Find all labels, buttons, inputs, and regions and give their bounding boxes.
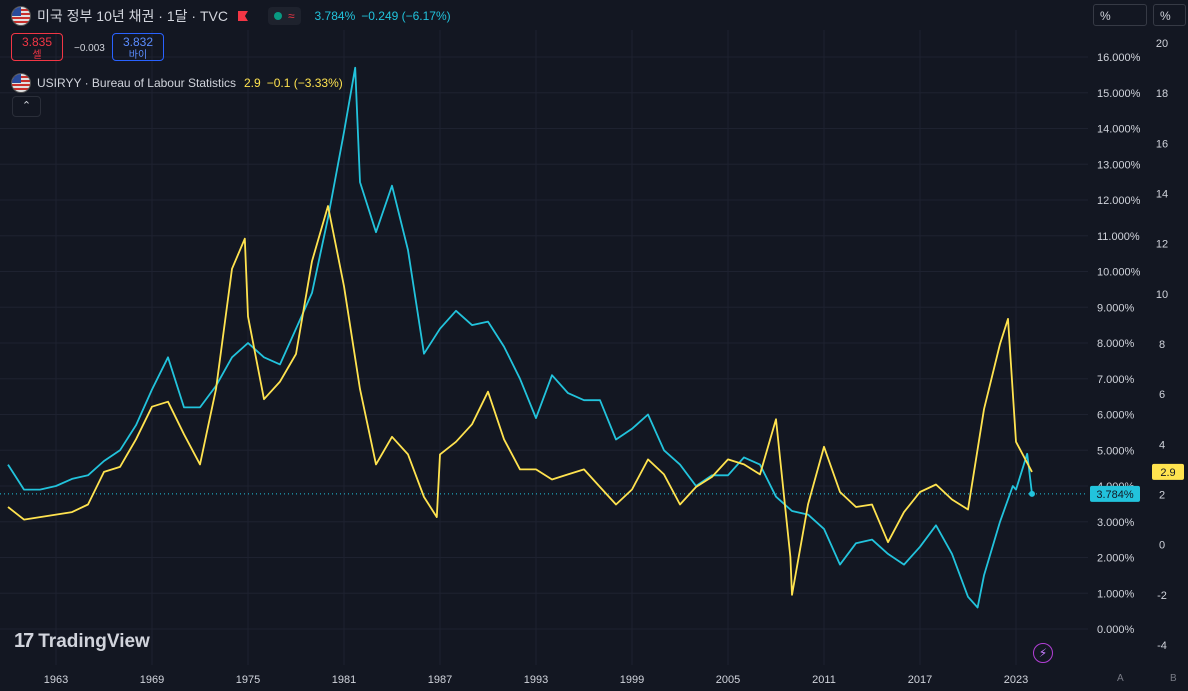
left-axis-tick-label: 13.000% bbox=[1097, 159, 1141, 171]
grid-lines bbox=[0, 30, 1088, 665]
right-axis-tick-label: 10 bbox=[1156, 289, 1168, 301]
main-change: −0.249 (−6.17%) bbox=[361, 9, 451, 23]
right-axis-tick-label: -2 bbox=[1157, 590, 1167, 602]
sell-button[interactable]: 3.835 셀 bbox=[11, 33, 63, 61]
flag-marker-icon[interactable] bbox=[237, 11, 248, 21]
x-axis-tick-label: 1999 bbox=[620, 674, 644, 686]
left-axis-tick-label: 6.000% bbox=[1097, 410, 1135, 422]
main-last-value: 3.784% bbox=[314, 9, 356, 23]
right-axis-tick-label: 8 bbox=[1159, 339, 1165, 351]
secondary-value: 2.9 bbox=[244, 76, 261, 90]
cpi-tag: 2.9 bbox=[1160, 467, 1175, 479]
left-axis-tick-label: 12.000% bbox=[1097, 195, 1141, 207]
left-scale-unit: % bbox=[1100, 9, 1111, 23]
right-value-axis[interactable]: -4 -2 0 2 4 6 8 10 12 14 16 18 20 bbox=[1156, 38, 1168, 652]
buy-button[interactable]: 3.832 바이 bbox=[112, 33, 164, 61]
cpi-tag-bg bbox=[1152, 463, 1184, 480]
left-scale-unit-button[interactable]: % bbox=[1093, 4, 1147, 26]
last-point-marker bbox=[1029, 490, 1035, 497]
x-axis-tick-label: 2017 bbox=[908, 674, 932, 686]
main-legend[interactable]: 미국 정부 10년 채권 · 1달 · TVC ≈ 3.784% −0.249 … bbox=[11, 6, 451, 26]
left-axis-tick-label: 16.000% bbox=[1097, 52, 1141, 64]
right-axis-tick-label: 16 bbox=[1156, 138, 1168, 150]
us-flag-icon bbox=[11, 6, 31, 26]
right-axis-tick-label: -4 bbox=[1157, 640, 1167, 652]
logo-mark: 17 bbox=[14, 630, 34, 652]
log-scale-toggle[interactable]: B bbox=[1170, 673, 1177, 684]
right-axis-tick-label: 20 bbox=[1156, 38, 1168, 50]
x-axis-tick-label: 1987 bbox=[428, 674, 452, 686]
left-axis-tick-label: 10.000% bbox=[1097, 267, 1141, 279]
last-price-tag: 3.784% bbox=[1096, 489, 1134, 501]
x-axis-tick-label: 1963 bbox=[44, 674, 68, 686]
x-axis-tick-label: 1975 bbox=[236, 674, 260, 686]
us-flag-icon bbox=[11, 73, 31, 93]
x-axis-tick-label: 1969 bbox=[140, 674, 164, 686]
buy-label: 바이 bbox=[128, 50, 148, 61]
right-axis-tick-label: 12 bbox=[1156, 239, 1168, 251]
left-axis-tick-label: 3.000% bbox=[1097, 517, 1135, 529]
spread-value: −0.003 bbox=[74, 43, 105, 54]
right-axis-tick-label: 18 bbox=[1156, 88, 1168, 100]
auto-scale-toggle[interactable]: A bbox=[1117, 673, 1124, 684]
left-axis-tick-label: 15.000% bbox=[1097, 88, 1141, 100]
sell-label: 셀 bbox=[32, 50, 42, 61]
series-line-cpi bbox=[7, 205, 1033, 596]
right-axis-tick-label: 4 bbox=[1159, 439, 1165, 451]
left-axis-tick-label: 2.000% bbox=[1097, 553, 1135, 565]
left-axis-tick-label: 14.000% bbox=[1097, 124, 1141, 136]
left-axis-tick-label: 8.000% bbox=[1097, 338, 1135, 350]
left-axis-tick-label: 9.000% bbox=[1097, 302, 1135, 314]
time-axis[interactable]: 1963 1969 1975 1981 1987 1993 1999 2005 2011 2017… bbox=[44, 674, 1028, 686]
left-price-axis[interactable]: 0.000%1.000%2.000%3.000%4.000%5.000%6.00… bbox=[1097, 52, 1141, 636]
secondary-symbol-title[interactable]: USIRYY · Bureau of Labour Statistics bbox=[37, 76, 236, 90]
right-axis-tick-label: 0 bbox=[1159, 540, 1165, 552]
wave-icon: ≈ bbox=[287, 9, 295, 23]
logo-name: TradingView bbox=[38, 630, 150, 652]
chevron-up-icon: ⌃ bbox=[21, 100, 32, 112]
x-axis-tick-label: 2023 bbox=[1004, 674, 1028, 686]
right-scale-unit-button[interactable]: % bbox=[1153, 4, 1186, 26]
market-open-icon bbox=[273, 12, 282, 20]
buy-value: 3.832 bbox=[122, 35, 154, 49]
x-axis-tick-label: 1993 bbox=[524, 674, 548, 686]
left-axis-tick-label: 5.000% bbox=[1097, 445, 1135, 457]
right-axis-tick-label: 14 bbox=[1156, 189, 1168, 201]
secondary-change: −0.1 (−3.33%) bbox=[266, 76, 343, 90]
tradingview-logo[interactable]: 17 TradingView bbox=[14, 630, 150, 653]
lightning-icon[interactable]: ⚡ bbox=[1033, 643, 1053, 663]
right-axis-tick-label: 6 bbox=[1159, 389, 1165, 401]
status-pill[interactable]: ≈ bbox=[267, 7, 301, 25]
secondary-legend[interactable]: USIRYY · Bureau of Labour Statistics 2.9… bbox=[11, 73, 343, 93]
x-axis-tick-label: 2005 bbox=[716, 674, 740, 686]
x-axis-tick-label: 2011 bbox=[812, 674, 836, 686]
left-axis-tick-label: 11.000% bbox=[1097, 231, 1140, 243]
sell-value: 3.835 bbox=[21, 35, 53, 49]
last-price-tag-bg bbox=[1090, 485, 1140, 502]
x-axis-tick-label: 1981 bbox=[332, 674, 356, 686]
series-line-treasury bbox=[7, 66, 1033, 609]
left-axis-tick-label: 0.000% bbox=[1097, 624, 1135, 636]
axis-price-tags: 3.784% 2.9 bbox=[1090, 463, 1184, 502]
collapse-legend-button[interactable]: ⌃ bbox=[12, 96, 41, 117]
left-axis-tick-label: 1.000% bbox=[1097, 588, 1135, 600]
right-axis-tick-label: 2 bbox=[1159, 490, 1165, 502]
left-axis-tick-label: 7.000% bbox=[1097, 374, 1135, 386]
main-symbol-title[interactable]: 미국 정부 10년 채권 · 1달 · TVC bbox=[37, 8, 228, 24]
right-scale-unit: % bbox=[1160, 9, 1171, 23]
